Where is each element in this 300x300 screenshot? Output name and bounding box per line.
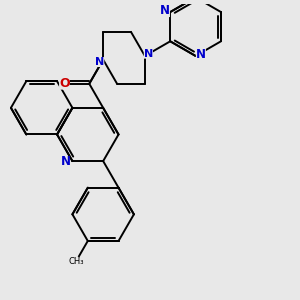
Text: N: N: [95, 57, 104, 67]
Text: CH₃: CH₃: [68, 257, 83, 266]
Text: O: O: [59, 77, 70, 90]
Text: N: N: [61, 155, 71, 168]
Text: N: N: [196, 48, 206, 61]
Text: N: N: [144, 49, 153, 58]
Text: N: N: [160, 4, 170, 17]
